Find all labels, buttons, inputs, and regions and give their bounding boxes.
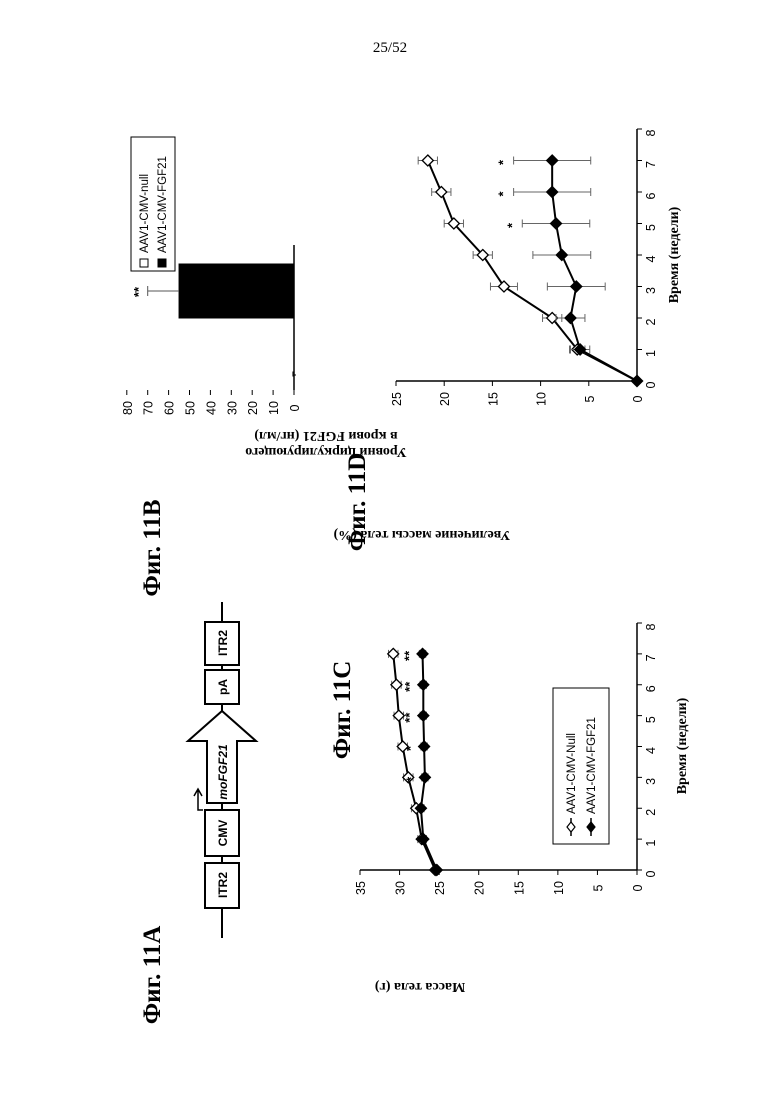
fig11c-series-1-point (419, 772, 430, 783)
cmv-label: CMV (216, 820, 230, 847)
fig-11b-ytick-label: 60 (163, 401, 177, 415)
fig11d-series-0-line (428, 161, 637, 382)
fig-11b-bar-1 (179, 264, 294, 318)
fig-11c-legend-box (553, 688, 609, 844)
fig11c-xtick-label: 1 (644, 840, 658, 847)
fig-11b-ytick-label: 80 (121, 401, 135, 415)
fig11d-xtick-label: 8 (644, 129, 658, 136)
fig11d-xtick-label: 1 (644, 350, 658, 357)
fig11c-ytick-label: 0 (631, 884, 645, 891)
fig11d-series-1-point (632, 376, 643, 387)
fig-11b-legend-null-swatch (140, 259, 148, 267)
fig11c-series-1-point (417, 648, 428, 659)
fig-11b-ylabel-line1: Уровни циркулирующего (245, 444, 406, 459)
fig11c-series-0-point (388, 648, 399, 659)
fig11d-xtick-label: 2 (644, 318, 658, 325)
fig11d-ytick-label: 10 (535, 392, 549, 406)
fig11c-xtick-label: 8 (644, 623, 658, 630)
fig11c-xtick-label: 7 (644, 654, 658, 661)
fig11d-series-1-point (551, 218, 562, 229)
fig11d-ytick-label: 5 (583, 395, 597, 402)
fig11c-ytick-label: 35 (354, 881, 368, 895)
fig-11b-ylabel-line2: в крови FGF21 (нг/мл) (254, 428, 398, 443)
itr2-right-label: ITR2 (216, 630, 230, 656)
fig-11b-label: Фиг. 11B (139, 499, 166, 596)
fig11d-series-1-point (556, 250, 567, 261)
fig-11a-label: Фиг. 11A (139, 926, 166, 1025)
fig-11b-bar-0 (293, 372, 294, 376)
fig-11b-ytick-label: 50 (184, 401, 198, 415)
fig11d-series-0-point (498, 281, 509, 292)
fig-11b-significance: ** (131, 286, 146, 297)
fig11d-xtick-label: 7 (644, 161, 658, 168)
fig-11c-legend-null-label: AAV1-CMV-Null (566, 733, 578, 814)
fig11c-series-1-point (419, 741, 430, 752)
fig11d-xtick-label: 3 (644, 287, 658, 294)
fig11d-ytick-label: 15 (486, 392, 500, 406)
fig11d-significance: * (504, 222, 519, 228)
fig-11b-ytick-label: 40 (204, 401, 218, 415)
fig11c-xtick-label: 3 (644, 778, 658, 785)
fig11d-xtick-label: 6 (644, 192, 658, 199)
fig-11b-ytick-label: 0 (288, 404, 302, 411)
fig-11d-xlabel: Время (недели) (667, 206, 682, 303)
fig11d-series-1-point (547, 187, 558, 198)
fig11c-ytick-label: 20 (473, 881, 487, 895)
fig-11b-legend: AAV1-CMV-null AAV1-CMV-FGF21 (131, 137, 175, 271)
fig11d-ytick-label: 0 (631, 395, 645, 402)
fig11c-xtick-label: 5 (644, 716, 658, 723)
fig-11b-legend-fgf21-label: AAV1-CMV-FGF21 (157, 156, 169, 253)
fig-11c-legend: AAV1-CMV-Null AAV1-CMV-FGF21 (553, 688, 609, 844)
fig-11c-ylabel: Масса тела (г) (374, 979, 465, 994)
fig-11c-chart: Время (недели) Масса тела (г) AAV1-CMV-N… (354, 623, 690, 994)
fig-11d-chart: Время (недели) Увеличение массы тела (%)… (333, 129, 682, 542)
gene-label: moFGF21 (216, 744, 230, 800)
fig-11b-ytick-label: 20 (246, 401, 260, 415)
fig-11d-ylabel: Увеличение массы тела (%) (333, 527, 510, 542)
fig11c-xtick-label: 6 (644, 685, 658, 692)
fig11c-series-0-point (391, 679, 402, 690)
fig11d-series-1-line (552, 161, 637, 382)
fig11d-xtick-label: 0 (644, 381, 658, 388)
fig11d-ytick-label: 20 (438, 392, 452, 406)
fig11c-xtick-label: 2 (644, 809, 658, 816)
fig11c-significance: ** (401, 650, 416, 661)
promoter-arrow-icon (194, 789, 203, 810)
fig11c-significance: ** (402, 712, 417, 723)
fig11c-series-1-point (418, 679, 429, 690)
fig-11c-label: Фиг. 11C (329, 661, 356, 760)
fig-11b-ytick-label: 10 (267, 401, 281, 415)
fig-11a-construct: ITR2 CMV moFGF21 pA ITR2 (188, 602, 256, 938)
fig11c-series-1-point (418, 710, 429, 721)
fig-11b-legend-fgf21-swatch (158, 259, 166, 267)
fig11c-significance: ** (402, 681, 417, 692)
fig11d-series-1-point (565, 313, 576, 324)
fig11d-series-0-point (436, 187, 447, 198)
fig11c-ytick-label: 5 (591, 884, 605, 891)
fig11d-series-1-point (571, 281, 582, 292)
fig11d-xtick-label: 4 (644, 255, 658, 262)
fig-11b-ytick-label: 70 (142, 401, 156, 415)
fig11c-ytick-label: 25 (433, 881, 447, 895)
fig11d-series-0-point (422, 155, 433, 166)
fig11c-ytick-label: 15 (512, 881, 526, 895)
fig11d-series-1-point (547, 155, 558, 166)
fig11d-significance: * (496, 191, 511, 197)
fig-11b-chart: Уровни циркулирующего в крови FGF21 (нг/… (121, 137, 407, 459)
fig11c-ytick-label: 10 (552, 881, 566, 895)
fig11d-ytick-label: 25 (390, 392, 404, 406)
itr2-left-label: ITR2 (216, 872, 230, 898)
fig11d-xtick-label: 5 (644, 224, 658, 231)
fig-11c-legend-fgf21-label: AAV1-CMV-FGF21 (586, 717, 598, 814)
fig11c-ytick-label: 30 (394, 881, 408, 895)
fig-11b-ytick-label: 30 (225, 401, 239, 415)
fig11d-significance: * (496, 159, 511, 165)
fig-11b-legend-null-label: AAV1-CMV-null (139, 174, 151, 253)
fig-11c-xlabel: Время (недели) (675, 697, 690, 794)
pa-label: pA (216, 679, 230, 695)
fig11c-xtick-label: 4 (644, 747, 658, 754)
fig11c-xtick-label: 0 (644, 870, 658, 877)
